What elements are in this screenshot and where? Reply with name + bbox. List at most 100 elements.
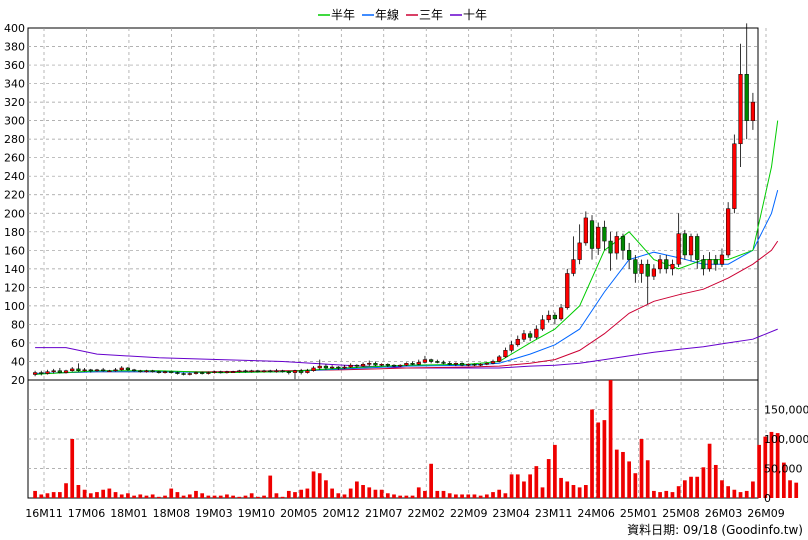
candle: [175, 371, 180, 375]
candle-body: [404, 363, 409, 366]
candle: [187, 372, 192, 376]
candle-body: [175, 372, 180, 374]
volume-bar: [658, 492, 662, 498]
volume-bar: [373, 489, 378, 498]
candle: [435, 359, 440, 364]
candle: [391, 364, 397, 368]
volume-bar: [466, 494, 471, 498]
candle: [614, 231, 619, 260]
candle-body: [416, 362, 421, 365]
candle: [354, 364, 359, 368]
candle: [63, 369, 69, 374]
candle-body: [156, 371, 161, 373]
price-tick-label: 80: [11, 318, 25, 331]
candle-body: [466, 364, 471, 366]
volume-bar: [608, 380, 613, 498]
candle-body: [360, 364, 366, 367]
volume-bar: [194, 490, 198, 498]
volume-bar: [583, 485, 588, 498]
time-tick-label: 16M11: [25, 507, 63, 520]
candle: [237, 369, 242, 373]
volume-bar: [454, 494, 458, 498]
time-tick-label: 26M09: [747, 507, 785, 520]
volume-bar: [107, 488, 112, 498]
volume-bar: [361, 485, 365, 498]
volume-bar: [95, 492, 99, 498]
volume-bar: [82, 489, 87, 498]
volume-bar: [404, 495, 409, 498]
candle: [45, 369, 50, 375]
volume-bar: [775, 433, 780, 498]
candle-body: [373, 363, 378, 366]
time-tick-label: 20M12: [323, 507, 361, 520]
candle-body: [589, 220, 595, 249]
candle: [70, 367, 75, 372]
candle-body: [583, 217, 588, 244]
volume-bar: [781, 462, 786, 498]
candle: [490, 359, 496, 365]
volume-bar: [763, 436, 768, 498]
candle: [94, 368, 100, 372]
candle: [416, 359, 421, 366]
candle: [627, 242, 632, 269]
candle: [657, 254, 663, 274]
volume-bar: [392, 494, 396, 498]
volume-bar: [119, 494, 124, 498]
candle-body: [515, 338, 520, 346]
candle-body: [231, 371, 236, 373]
candle: [268, 369, 273, 373]
candle: [138, 369, 143, 373]
volume-bar: [590, 409, 594, 498]
volume-bar: [738, 492, 743, 498]
candle-body: [311, 367, 316, 371]
legend-label: 半年: [331, 8, 355, 22]
volume-bar: [144, 495, 149, 498]
candle: [131, 368, 137, 372]
candle: [571, 236, 576, 277]
candle: [472, 363, 477, 367]
candle-body: [750, 101, 756, 121]
volume-bar: [627, 461, 632, 498]
candle-body: [206, 372, 211, 374]
candle-body: [478, 364, 483, 366]
candle-body: [76, 368, 81, 371]
candle: [459, 362, 465, 367]
volume-bar: [478, 495, 483, 498]
candle-body: [645, 263, 650, 277]
volume-bar: [460, 494, 464, 498]
volume-bar: [126, 493, 130, 498]
volume-bar: [379, 489, 384, 498]
price-grid: [28, 28, 767, 498]
volume-bar: [435, 490, 440, 498]
candle: [243, 369, 248, 373]
price-tick-label: 280: [4, 133, 25, 146]
time-tick-label: 25M01: [620, 507, 658, 520]
price-tick-label: 160: [4, 244, 25, 257]
candle: [596, 222, 601, 255]
candle: [744, 23, 749, 140]
candle-body: [82, 369, 87, 372]
volume-bar: [262, 495, 266, 498]
time-tick-label: 19M03: [195, 507, 233, 520]
volume-bar: [769, 431, 774, 498]
volume-bar: [676, 486, 681, 498]
volume-bar: [206, 495, 211, 498]
candle: [156, 370, 161, 374]
legend-label: 年線: [375, 7, 399, 22]
candle: [633, 254, 638, 283]
candle: [695, 233, 700, 269]
candle: [305, 368, 310, 374]
volume-bar: [546, 459, 551, 498]
volume-bar: [503, 493, 508, 498]
candle-body: [732, 143, 737, 209]
volume-bar: [76, 485, 81, 498]
volume-bar: [169, 488, 174, 498]
volume-bar: [225, 494, 229, 498]
candle-body: [119, 367, 124, 371]
time-tick-label: 17M06: [68, 507, 106, 520]
candle: [552, 312, 557, 325]
candle-body: [497, 356, 502, 362]
volume-bar: [286, 490, 291, 498]
candle: [311, 366, 316, 372]
